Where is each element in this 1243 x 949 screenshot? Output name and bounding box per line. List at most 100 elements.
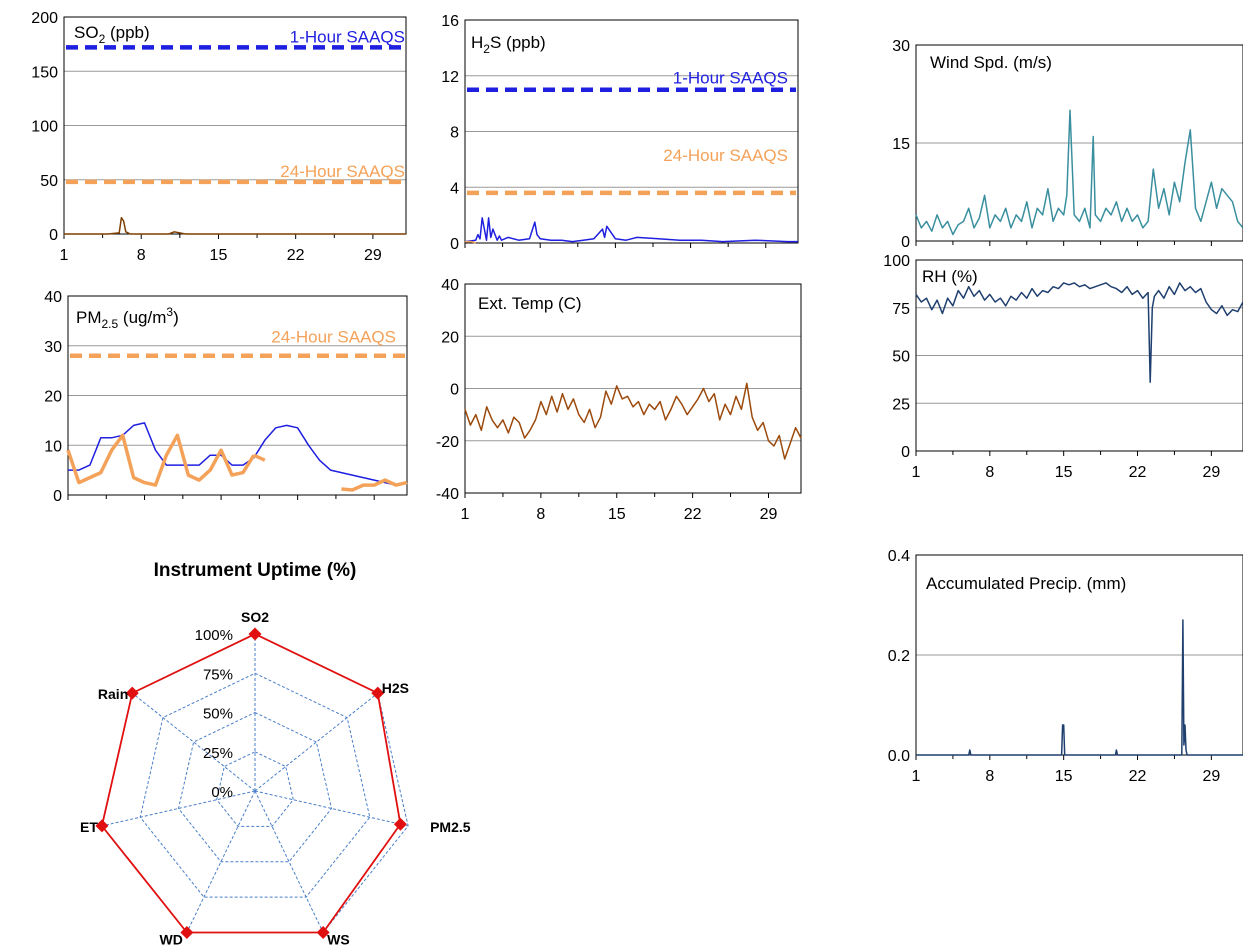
pm25-y-tick-label: 10 (44, 438, 62, 455)
temp-y-tick-label: 0 (450, 382, 459, 399)
so2-series-line (64, 216, 406, 235)
wind-chart: Wind Spd. (m/s) 0 15 30 (892, 38, 1243, 251)
uptime-category-label: WD (160, 931, 183, 947)
uptime-category-label: PM2.5 (430, 819, 471, 835)
temp-plot-frame (464, 283, 802, 494)
uptime-grid-spoke (254, 692, 379, 792)
temp-x-tick-label: 1 (461, 506, 470, 523)
rh-plot-frame (915, 259, 1243, 452)
temp-chart-title: Ext. Temp (C) (478, 294, 582, 313)
precip-y-tick-label: 0.0 (888, 748, 910, 765)
uptime-point-marker (95, 819, 109, 833)
uptime-grid-spoke (254, 790, 324, 933)
uptime-grid-ring (139, 672, 371, 898)
uptime-grid-spoke (101, 790, 256, 827)
temp-y-tick-label: -20 (436, 434, 459, 451)
h2s-series-line (465, 240, 476, 244)
precip-x-tick-label: 22 (1129, 768, 1147, 785)
so2-y-tick-label: 100 (31, 119, 58, 136)
uptime-series-line (100, 633, 402, 934)
pm25-y-tick-label: 30 (44, 339, 62, 356)
wind-y-tick-label: 30 (892, 38, 910, 55)
so2-chart: SO2 (ppb) 0 50 100 150 200 1 8 15 22 29 1-Hour SAA… (31, 10, 407, 264)
temp-x-tick-label: 22 (684, 506, 702, 523)
uptime-grid-ring (177, 711, 333, 863)
pm25-series-line (66, 433, 256, 487)
rh-chart: RH (%) 0 25 50 75 100 1 8 15 22 29 (883, 253, 1243, 481)
so2-y-tick-label: 50 (40, 173, 58, 190)
uptime-point-marker (125, 686, 139, 700)
uptime-chart-title: Instrument Uptime (%) (154, 560, 357, 581)
rh-y-tick-label: 100 (883, 253, 910, 270)
wind-y-tick-label: 0 (901, 234, 910, 251)
pm25-y-tick-label: 20 (44, 389, 62, 406)
uptime-grid-spoke (131, 692, 256, 792)
precip-chart-title: Accumulated Precip. (mm) (926, 574, 1126, 593)
uptime-category-label: ET (80, 819, 98, 835)
temp-x-tick-label: 29 (760, 506, 778, 523)
pm25-plot-frame (67, 295, 408, 496)
rh-y-tick-label: 0 (901, 444, 910, 461)
uptime-r-tick-label: 50% (203, 706, 233, 723)
so2-saaqs-label: 24-Hour SAAQS (280, 162, 405, 181)
pm25-series-line (68, 422, 408, 486)
pm25-y-tick-label: 0 (53, 488, 62, 505)
rh-x-tick-label: 1 (912, 464, 921, 481)
temp-chart: Ext. Temp (C) -40 -20 0 20 40 1 8 15 22 29 (436, 277, 802, 523)
uptime-r-tick-label: 100% (195, 627, 233, 644)
temp-series-line (464, 382, 802, 460)
uptime-grid-spoke (254, 790, 409, 827)
pm25-chart-title: PM2.5 (ug/m3) (76, 305, 179, 331)
rh-x-tick-label: 8 (985, 464, 994, 481)
h2s-y-tick-label: 0 (450, 236, 459, 253)
so2-chart-title: SO2 (ppb) (74, 23, 150, 46)
precip-x-tick-label: 1 (912, 768, 921, 785)
h2s-series-line (464, 217, 798, 243)
uptime-r-tick-label: 0% (211, 784, 233, 801)
wind-series-line (915, 109, 1243, 236)
uptime-category-label: Rain (98, 686, 128, 702)
temp-y-tick-label: 40 (441, 277, 459, 294)
pm25-y-tick-label: 40 (44, 289, 62, 306)
precip-chart: Accumulated Precip. (mm) 0.0 0.2 0.4 1 8 15 22… (888, 548, 1243, 785)
wind-y-tick-label: 15 (892, 136, 910, 153)
h2s-y-tick-label: 4 (450, 180, 459, 197)
h2s-saaqs-label: 1-Hour SAAQS (673, 69, 788, 88)
uptime-radar-chart: Instrument Uptime (%) 0% 25% 50% 75% 100% SO2… (80, 560, 471, 947)
uptime-point-marker (248, 627, 262, 641)
uptime-category-label: H2S (382, 680, 409, 696)
h2s-y-tick-label: 16 (441, 13, 459, 30)
wind-chart-title: Wind Spd. (m/s) (930, 53, 1052, 72)
temp-y-tick-label: -40 (436, 486, 459, 503)
precip-series-line (916, 619, 1243, 756)
wind-plot-frame (915, 44, 1243, 242)
so2-x-tick-label: 8 (137, 247, 146, 264)
precip-y-tick-label: 0.4 (888, 548, 910, 565)
uptime-r-tick-label: 25% (203, 745, 233, 762)
rh-series-line (915, 282, 1243, 383)
rh-y-tick-label: 25 (892, 396, 910, 413)
temp-x-tick-label: 8 (536, 506, 545, 523)
so2-x-tick-label: 1 (60, 247, 69, 264)
h2s-y-tick-label: 8 (450, 125, 459, 142)
uptime-point-marker (371, 686, 385, 700)
h2s-plot-frame (464, 19, 799, 244)
uptime-point-marker (316, 925, 330, 939)
pm25-series-line (341, 478, 408, 492)
pm25-saaqs-label: 24-Hour SAAQS (271, 328, 396, 347)
uptime-category-label: WS (327, 931, 350, 947)
uptime-grid-spoke (186, 790, 256, 933)
precip-y-tick-label: 0.2 (888, 648, 910, 665)
h2s-chart: H2S (ppb) 0 4 8 12 16 1-Hour SAAQS 24-Hour SAA… (441, 13, 799, 253)
so2-y-tick-label: 200 (31, 10, 58, 27)
so2-y-tick-label: 150 (31, 64, 58, 81)
so2-x-tick-label: 22 (287, 247, 305, 264)
pm25-chart: PM2.5 (ug/m3) 0 10 20 30 40 24-Hour SAAQS (44, 289, 408, 505)
rh-chart-title: RH (%) (922, 267, 978, 286)
precip-x-tick-label: 8 (985, 768, 994, 785)
precip-x-tick-label: 15 (1055, 768, 1073, 785)
h2s-saaqs-label: 24-Hour SAAQS (663, 146, 788, 165)
h2s-y-tick-label: 12 (441, 69, 459, 86)
so2-y-tick-label: 0 (49, 227, 58, 244)
